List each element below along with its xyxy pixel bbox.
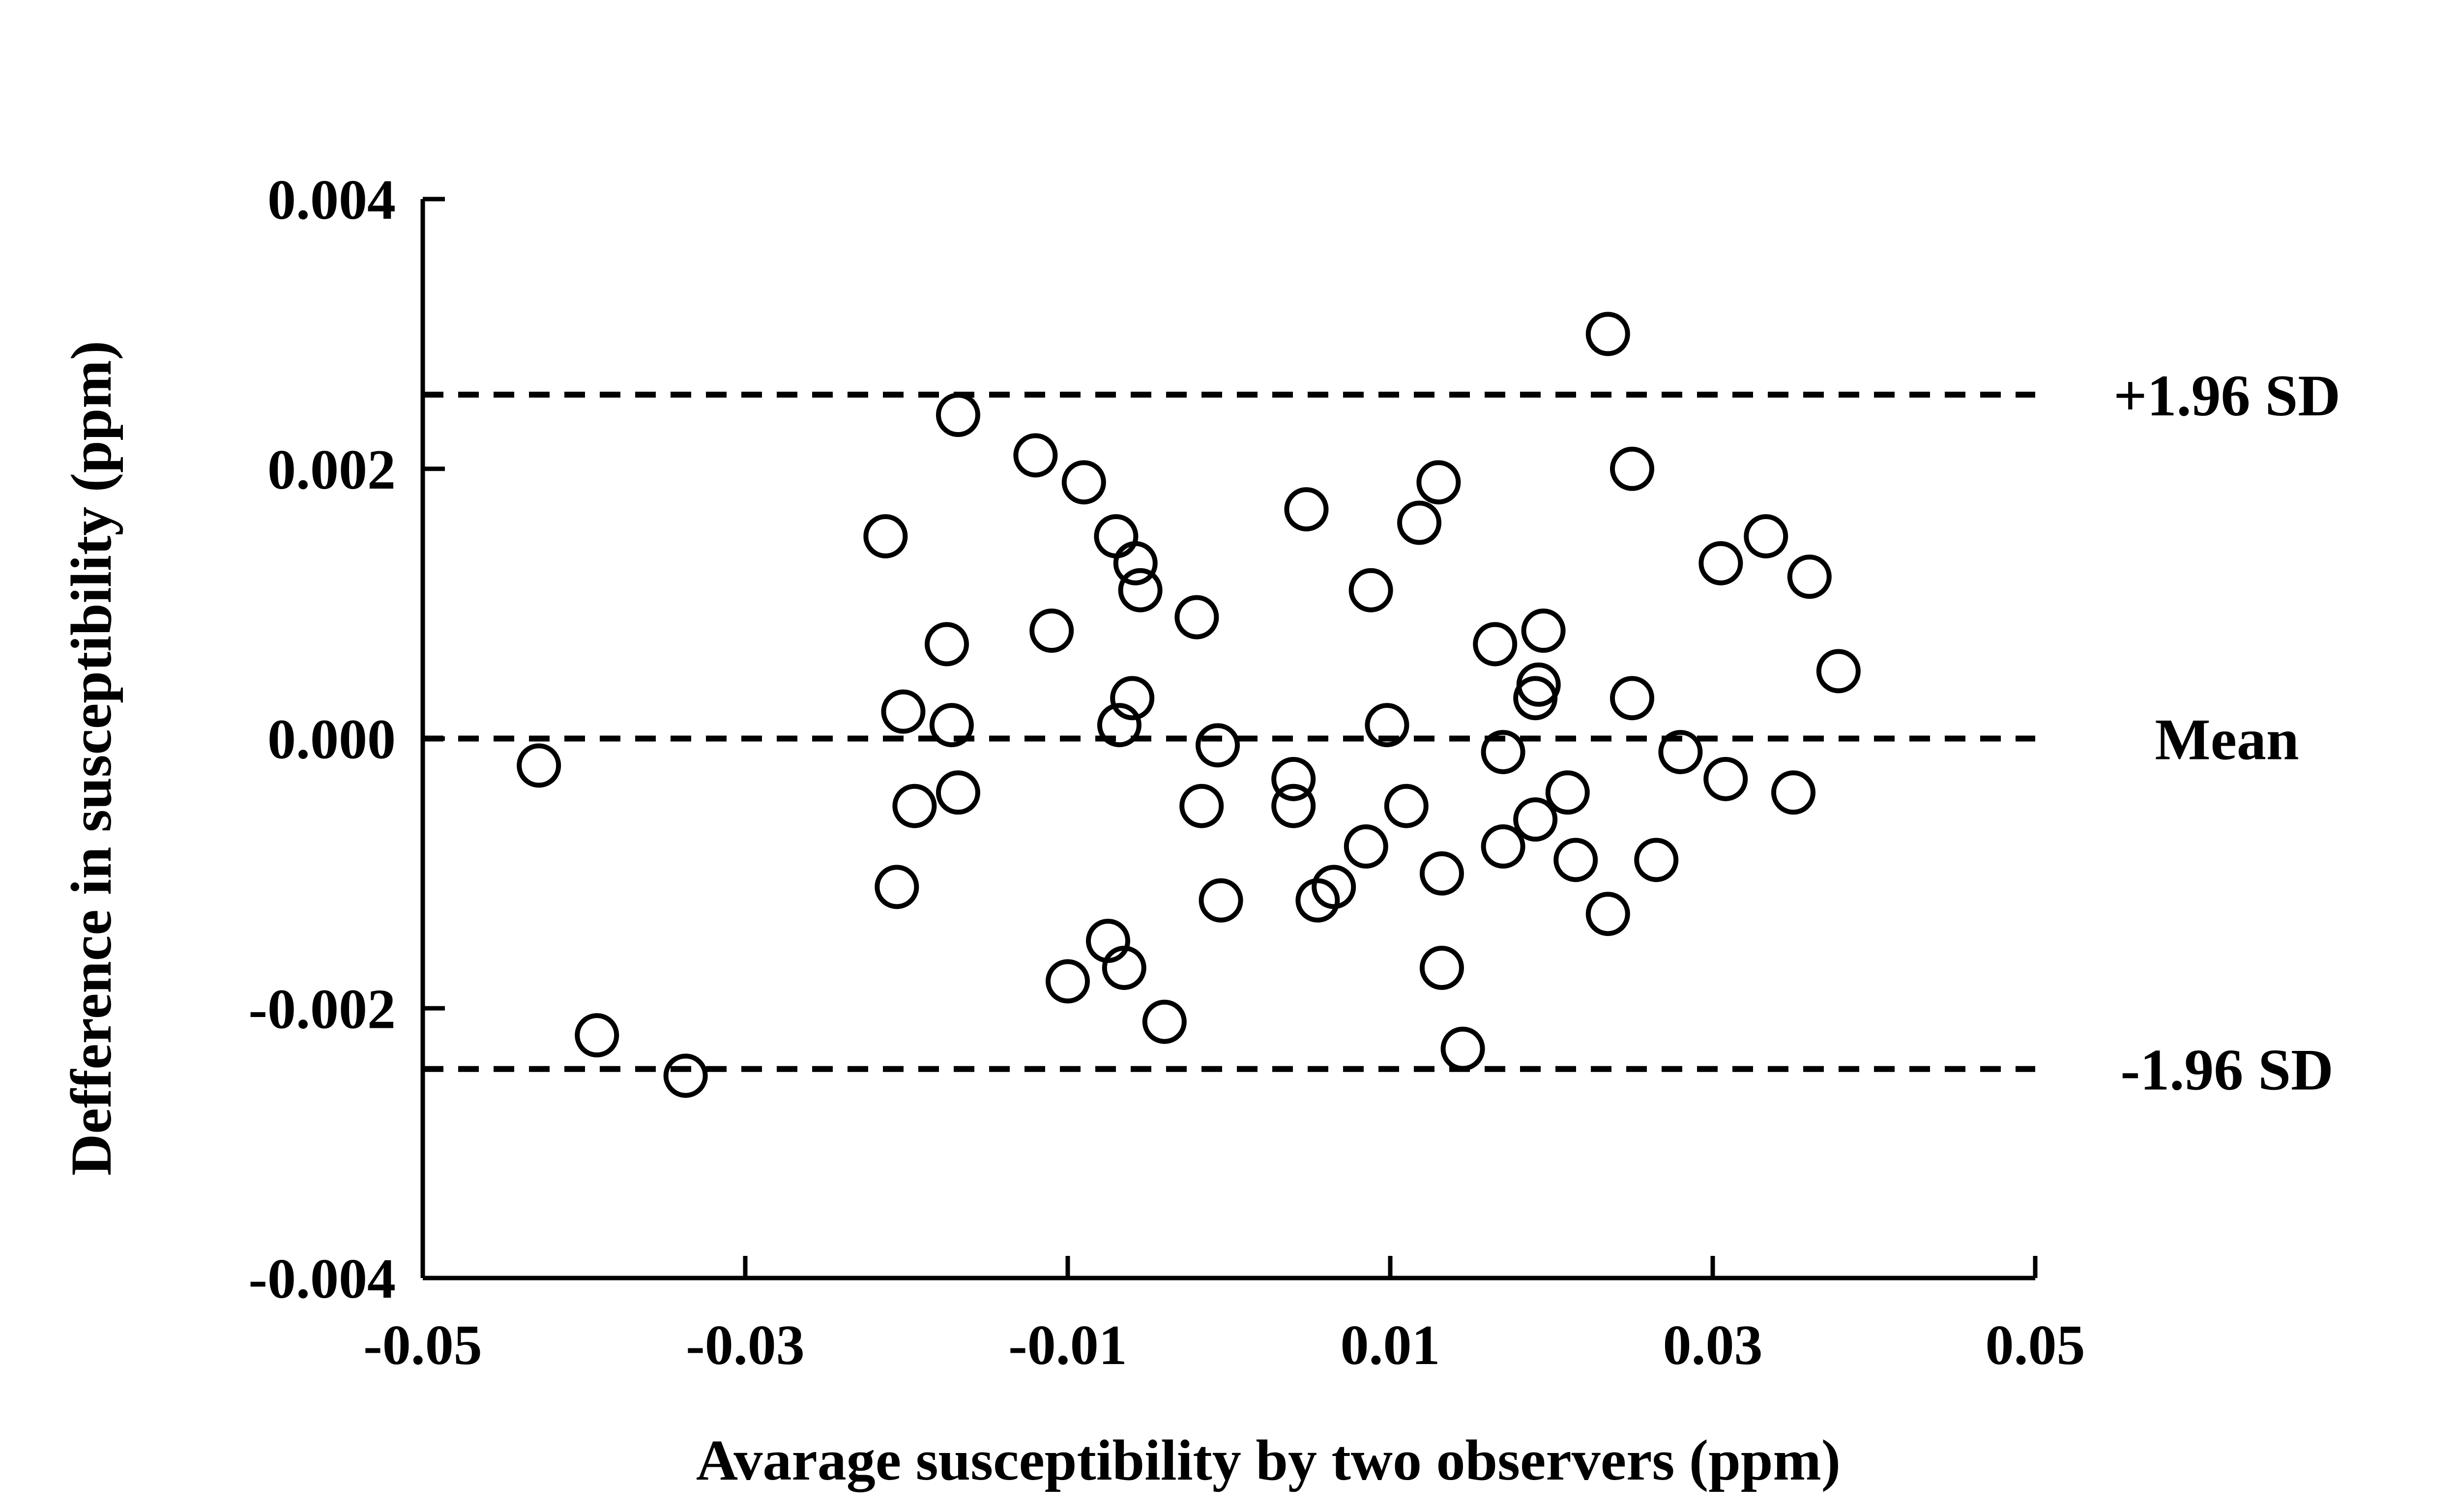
data-point: [1610, 676, 1654, 721]
data-point: [1545, 770, 1590, 815]
data-point: [517, 743, 561, 788]
data-point: [1344, 824, 1388, 869]
data-point: [1196, 723, 1240, 768]
data-point: [1199, 878, 1243, 923]
data-point: [1816, 649, 1861, 694]
y-tick-label: 0.004: [267, 169, 396, 232]
data-point: [1771, 770, 1815, 815]
data-point: [1271, 756, 1316, 801]
data-point: [1397, 500, 1442, 545]
reference-labels: +1.96 SD Mean -1.96 SD: [2113, 363, 2341, 1103]
data-point: [1365, 703, 1409, 748]
data-point: [1521, 609, 1566, 653]
y-tick-label: -0.004: [248, 1248, 396, 1310]
data-point: [863, 514, 908, 558]
data-point: [1516, 662, 1561, 707]
reference-line-label: +1.96 SD: [2113, 363, 2341, 428]
x-tick-label: 0.05: [1986, 1314, 2085, 1377]
x-tick-label: -0.05: [363, 1314, 482, 1377]
data-point: [1312, 865, 1356, 909]
data-point: [1634, 838, 1679, 882]
data-point: [575, 1013, 619, 1058]
data-point: [1553, 838, 1598, 882]
data-point: [1513, 797, 1558, 842]
data-point: [1110, 676, 1155, 721]
data-points: [517, 312, 1861, 1098]
data-point: [1102, 945, 1146, 990]
data-point: [1744, 514, 1788, 558]
data-point: [1174, 595, 1219, 640]
data-point: [1348, 568, 1393, 612]
data-point: [925, 622, 969, 667]
data-point: [1179, 784, 1224, 828]
data-point: [1046, 959, 1090, 1004]
y-ticks: -0.004 -0.002 0.000 0.002 0.004: [248, 169, 445, 1310]
x-tick-label: -0.01: [1008, 1314, 1127, 1377]
data-point: [892, 784, 937, 828]
data-point: [1097, 703, 1141, 748]
y-tick-label: 0.000: [267, 708, 396, 771]
data-point: [1118, 568, 1163, 612]
data-point: [936, 770, 980, 815]
data-point: [1142, 999, 1187, 1044]
y-tick-label: 0.002: [267, 438, 396, 501]
data-point: [1698, 541, 1743, 585]
data-point: [881, 689, 926, 734]
data-point: [929, 703, 974, 748]
data-point: [1284, 487, 1329, 532]
data-point: [1610, 446, 1654, 491]
data-point: [1585, 892, 1630, 936]
x-tick-label: 0.03: [1663, 1314, 1763, 1377]
x-ticks: -0.05 -0.03 -0.01 0.01 0.03 0.05: [363, 1256, 2085, 1377]
data-point: [1113, 541, 1158, 585]
data-point: [1481, 824, 1525, 869]
data-point: [1787, 554, 1832, 599]
data-point: [1585, 312, 1630, 356]
data-point: [1029, 609, 1074, 653]
data-point: [1481, 729, 1525, 774]
data-point: [1094, 514, 1139, 558]
data-point: [1384, 784, 1429, 828]
y-tick-label: -0.002: [248, 978, 396, 1041]
data-point: [1658, 729, 1703, 774]
data-point: [1473, 622, 1518, 667]
y-axis-title: Defference in susceptibility (ppm): [59, 341, 123, 1176]
data-point: [663, 1053, 708, 1098]
data-point: [1703, 756, 1748, 801]
x-tick-label: 0.01: [1341, 1314, 1440, 1377]
data-point: [1419, 851, 1464, 896]
data-point: [1416, 460, 1461, 505]
data-point: [1440, 1026, 1485, 1071]
reference-line-label: -1.96 SD: [2120, 1037, 2333, 1103]
data-point: [1419, 945, 1464, 990]
data-point: [1271, 784, 1316, 828]
data-point: [875, 865, 919, 909]
data-point: [936, 393, 980, 437]
data-point: [1013, 433, 1058, 478]
reference-line-label: Mean: [2155, 707, 2299, 772]
x-tick-label: -0.03: [686, 1314, 805, 1377]
x-axis-title: Avarage susceptibility by two observers …: [696, 1428, 1841, 1492]
data-point: [1061, 460, 1106, 505]
axes: -0.05 -0.03 -0.01 0.01 0.03 0.05 -0.004 -0.002…: [248, 169, 2085, 1377]
